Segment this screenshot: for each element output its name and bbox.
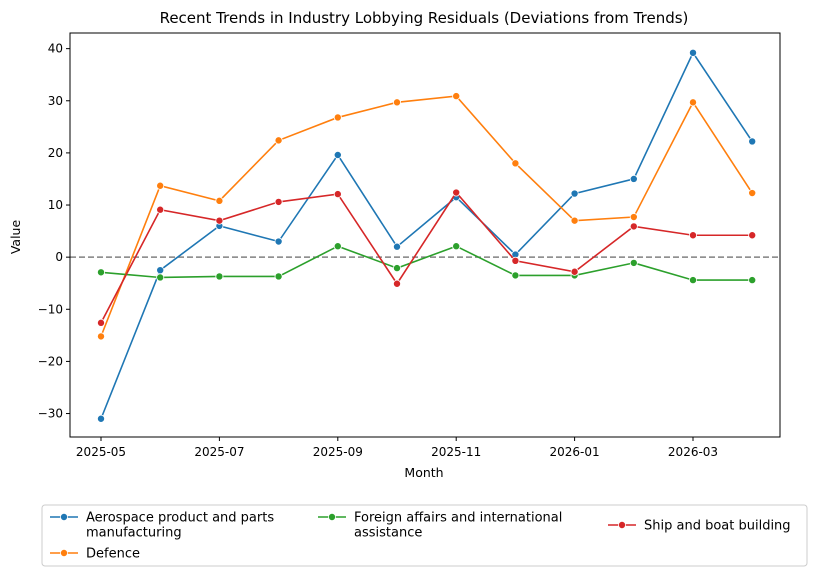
data-point-2-0 — [97, 268, 106, 277]
data-point-2-4 — [333, 242, 342, 251]
data-point-1-5 — [392, 98, 401, 107]
plot-area: 40 30 20 10 0 −10 −20 −30 2025-05 2025-07 2025-09 2… — [38, 32, 781, 459]
data-point-2-7 — [511, 271, 520, 280]
y-tick-label: 40 — [48, 42, 63, 56]
series-line-3 — [100, 191, 753, 324]
data-point-3-11 — [748, 231, 757, 240]
x-tick-label: 2025-05 — [76, 445, 126, 459]
data-point-2-1 — [156, 273, 165, 282]
data-point-3-3 — [274, 197, 283, 206]
legend-label: Foreign affairs and international assista… — [354, 511, 562, 541]
data-point-2-10 — [689, 276, 698, 285]
y-tick-label: −30 — [38, 407, 63, 421]
data-point-3-1 — [156, 205, 165, 214]
data-point-3-0 — [97, 318, 106, 327]
y-tick-label: 0 — [55, 250, 63, 264]
data-point-0-3 — [274, 237, 283, 246]
legend-entry-1: Defence — [50, 547, 140, 562]
legend-entry-3: Ship and boat building — [608, 519, 791, 534]
data-point-2-5 — [392, 264, 401, 273]
x-axis-label: Month — [404, 465, 443, 480]
legend-label: Defence — [86, 547, 140, 562]
legend-label: Ship and boat building — [644, 519, 791, 534]
legend: Aerospace product and parts manufacturing… — [41, 504, 808, 567]
data-point-1-3 — [274, 136, 283, 145]
data-point-3-6 — [452, 188, 461, 197]
data-point-1-2 — [215, 196, 224, 205]
data-point-0-11 — [748, 137, 757, 146]
data-point-0-10 — [689, 48, 698, 57]
data-point-0-8 — [570, 189, 579, 198]
legend-label: Aerospace product and parts manufacturing — [86, 511, 274, 541]
data-point-2-6 — [452, 242, 461, 251]
data-point-1-11 — [748, 189, 757, 198]
x-tick-label: 2026-01 — [550, 445, 600, 459]
data-point-2-9 — [629, 258, 638, 267]
data-point-1-1 — [156, 181, 165, 190]
y-axis-label: Value — [8, 220, 23, 255]
data-point-3-10 — [689, 231, 698, 240]
data-point-1-6 — [452, 92, 461, 101]
data-point-2-3 — [274, 272, 283, 281]
x-tick-label: 2025-11 — [431, 445, 481, 459]
data-point-1-9 — [629, 213, 638, 222]
legend-box — [41, 504, 808, 567]
plot-frame — [69, 32, 781, 438]
y-tick-label: 20 — [48, 146, 63, 160]
y-tick-label: −10 — [38, 302, 63, 316]
x-tick-label: 2026-03 — [668, 445, 718, 459]
legend-marker-swatch — [618, 521, 627, 530]
data-point-3-4 — [333, 190, 342, 199]
data-point-1-0 — [97, 332, 106, 341]
series-line-2 — [100, 245, 753, 281]
series-line-0 — [100, 51, 753, 420]
data-point-3-7 — [511, 256, 520, 265]
data-point-0-4 — [333, 150, 342, 159]
data-point-0-1 — [156, 266, 165, 275]
chart-title: Recent Trends in Industry Lobbying Resid… — [160, 9, 689, 27]
legend-marker-swatch — [60, 549, 69, 558]
legend-entry-2: Foreign affairs and international assista… — [318, 511, 562, 541]
legend-marker-swatch — [60, 513, 69, 522]
data-point-0-9 — [629, 174, 638, 183]
data-point-3-5 — [392, 279, 401, 288]
data-point-3-8 — [570, 267, 579, 276]
data-point-1-7 — [511, 159, 520, 168]
data-point-1-8 — [570, 216, 579, 225]
data-point-1-10 — [689, 98, 698, 107]
series-line-1 — [100, 95, 753, 337]
data-point-3-9 — [629, 222, 638, 231]
y-tick-label: 30 — [48, 94, 63, 108]
x-tick-label: 2025-07 — [194, 445, 244, 459]
data-point-3-2 — [215, 216, 224, 225]
data-point-0-0 — [97, 414, 106, 423]
data-point-2-11 — [748, 276, 757, 285]
legend-marker-swatch — [327, 513, 336, 522]
legend-entry-0: Aerospace product and parts manufacturing — [50, 511, 274, 541]
x-tick-label: 2025-09 — [313, 445, 363, 459]
y-tick-label: 10 — [48, 198, 63, 212]
y-tick-label: −20 — [38, 354, 63, 368]
data-point-2-2 — [215, 272, 224, 281]
data-point-0-5 — [392, 242, 401, 251]
data-point-1-4 — [333, 113, 342, 122]
